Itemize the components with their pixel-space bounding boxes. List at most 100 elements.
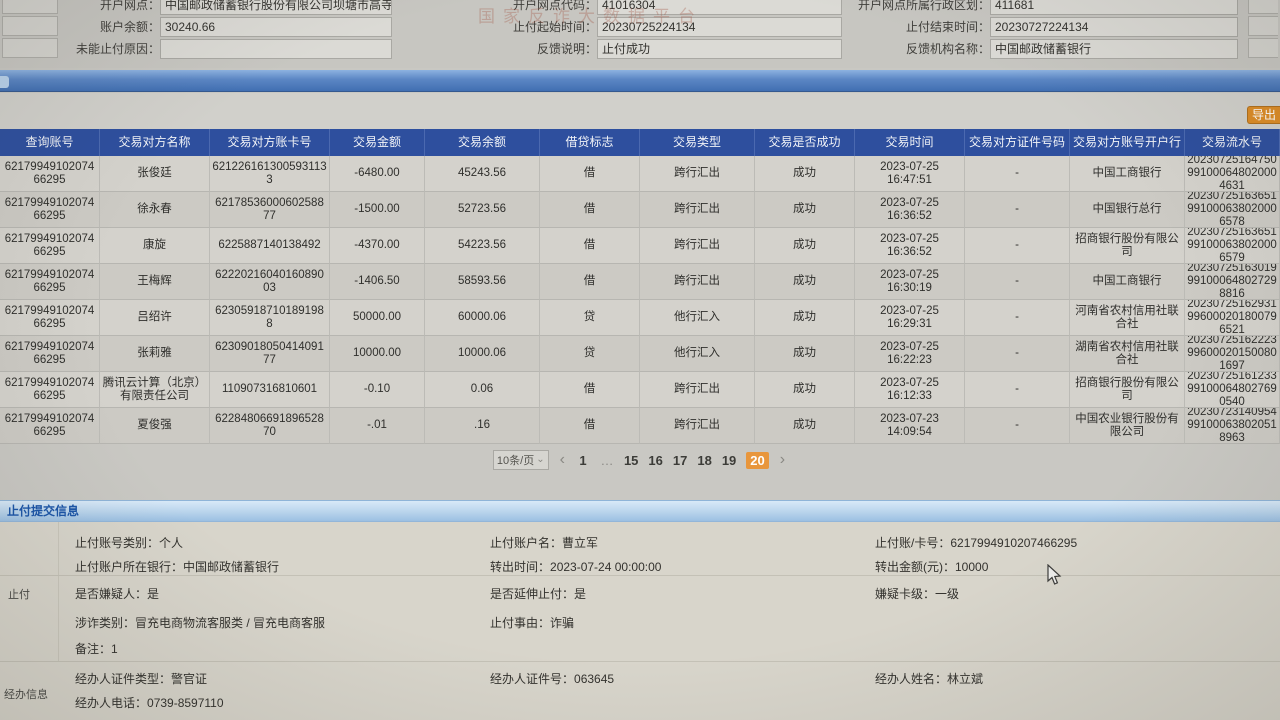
page-button[interactable]: 1 bbox=[579, 452, 587, 468]
table-cell: - bbox=[965, 408, 1070, 444]
table-cell: 跨行汇出 bbox=[640, 264, 755, 300]
pagination-ellipsis: … bbox=[600, 452, 614, 468]
table-cell: 54223.56 bbox=[425, 228, 540, 264]
table-row: 6217994910207466295 徐永春 621785360006025887… bbox=[0, 192, 1280, 228]
page-size-select[interactable]: 10条/页 ⌄ bbox=[492, 450, 549, 470]
table-cell: 他行汇入 bbox=[640, 300, 755, 336]
page-button[interactable]: 17 bbox=[672, 452, 688, 468]
officer-phone-field: 经办人电话：0739-8597110 bbox=[75, 696, 224, 710]
branch-region-field[interactable]: 411681 bbox=[990, 0, 1238, 15]
table-cell: 6217994910207466295 bbox=[0, 372, 100, 408]
table-cell: - bbox=[965, 264, 1070, 300]
open-branch-field[interactable]: 中国邮政储蓄银行股份有限公司坝塘市高寺... bbox=[160, 0, 392, 15]
table-cell: - bbox=[965, 156, 1070, 192]
table-cell: 湖南省农村信用社联合社 bbox=[1070, 336, 1185, 372]
table-row: 6217994910207466295 张俊廷 621226161300593113… bbox=[0, 156, 1280, 192]
table-header-cell: 查询账号 bbox=[0, 129, 100, 156]
table-cell: 成功 bbox=[755, 264, 855, 300]
table-cell: 他行汇入 bbox=[640, 336, 755, 372]
transfer-amount-field: 转出金额(元)：10000 bbox=[875, 560, 989, 574]
stop-start-time-field[interactable]: 20230725224134 bbox=[597, 16, 842, 37]
branch-region-label: 开户网点所属行政区划： bbox=[857, 0, 990, 12]
stop-reason-field: 止付事由：诈骗 bbox=[490, 616, 575, 630]
table-header-cell: 交易对方名称 bbox=[100, 129, 210, 156]
table-header-cell: 交易对方证件号码 bbox=[965, 129, 1070, 156]
table-cell: 6217994910207466295 bbox=[0, 336, 100, 372]
table-cell: 20230725162931996000201800796521 bbox=[1185, 300, 1280, 336]
group-label-officer: 经办信息 bbox=[4, 689, 48, 701]
table-cell: 夏俊强 bbox=[100, 408, 210, 444]
table-cell: 60000.06 bbox=[425, 300, 540, 336]
table-cell: -.01 bbox=[330, 408, 425, 444]
page-button[interactable]: 18 bbox=[697, 452, 712, 468]
table-row: 6217994910207466295 康旋 6225887140138492 -43… bbox=[0, 228, 1280, 264]
branch-code-field[interactable]: 41016304 bbox=[597, 0, 842, 15]
page-button[interactable]: 19 bbox=[721, 452, 737, 468]
feedback-note-field[interactable]: 止付成功 bbox=[597, 38, 842, 59]
acct-name-field: 止付账户名：曹立军 bbox=[490, 536, 599, 550]
table-cell: 2023-07-25 16:36:52 bbox=[855, 228, 965, 264]
table-cell: 20230723140954991000638020518963 bbox=[1185, 408, 1280, 444]
account-balance-field[interactable]: 30240.66 bbox=[160, 16, 392, 37]
table-cell: - bbox=[965, 336, 1070, 372]
feedback-org-field[interactable]: 中国邮政储蓄银行 bbox=[990, 38, 1238, 59]
table-cell: 借 bbox=[540, 192, 640, 228]
table-cell: 2023-07-25 16:22:23 bbox=[855, 336, 965, 372]
table-cell: 成功 bbox=[755, 228, 855, 264]
table-cell: 跨行汇出 bbox=[640, 192, 755, 228]
table-cell: 6228480669189652870 bbox=[210, 408, 330, 444]
remark-field: 备注：1 bbox=[75, 642, 118, 656]
is-suspect-field: 是否嫌疑人：是 bbox=[75, 587, 160, 601]
table-cell: -1406.50 bbox=[330, 264, 425, 300]
table-cell: - bbox=[965, 300, 1070, 336]
table-cell: 王梅辉 bbox=[100, 264, 210, 300]
stop-start-time-label: 止付起始时间： bbox=[512, 20, 597, 34]
bank-field: 止付账户所在银行：中国邮政储蓄银行 bbox=[75, 560, 280, 574]
table-cell: 20230725162223996000201500801697 bbox=[1185, 336, 1280, 372]
table-cell: 招商银行股份有限公司 bbox=[1070, 372, 1185, 408]
table-cell: 10000.06 bbox=[425, 336, 540, 372]
table-cell: 20230725161233991000648027690540 bbox=[1185, 372, 1280, 408]
fail-reason-label: 未能止付原因： bbox=[75, 42, 160, 56]
is-extended-field: 是否延伸止付：是 bbox=[490, 587, 587, 601]
next-page-button[interactable]: › bbox=[779, 451, 786, 468]
chevron-down-icon: ⌄ bbox=[536, 454, 545, 465]
table-cell: 6217994910207466295 bbox=[0, 228, 100, 264]
stop-info-header: 止付提交信息 bbox=[0, 500, 1280, 522]
table-cell: 6212261613005931133 bbox=[210, 156, 330, 192]
table-cell: 10000.00 bbox=[330, 336, 425, 372]
prev-page-button[interactable]: ‹ bbox=[559, 451, 565, 468]
table-cell: 成功 bbox=[755, 372, 855, 408]
feedback-note-label: 反馈说明： bbox=[536, 42, 597, 56]
table-header-cell: 交易流水号 bbox=[1185, 129, 1280, 156]
table-cell: 中国工商银行 bbox=[1070, 156, 1185, 192]
table-header-cell: 交易是否成功 bbox=[755, 129, 855, 156]
table-cell: 跨行汇出 bbox=[640, 408, 755, 444]
table-cell: 45243.56 bbox=[425, 156, 540, 192]
table-cell: 吕绍许 bbox=[100, 300, 210, 336]
page-button[interactable]: 15 bbox=[623, 452, 639, 468]
fail-reason-field[interactable] bbox=[160, 38, 392, 59]
table-cell: 成功 bbox=[755, 300, 855, 336]
table-cell: 2023-07-25 16:12:33 bbox=[855, 372, 965, 408]
table-cell: -6480.00 bbox=[330, 156, 425, 192]
export-button[interactable]: 导出 bbox=[1247, 106, 1280, 124]
table-cell: 52723.56 bbox=[425, 192, 540, 228]
table-cell: - bbox=[965, 228, 1070, 264]
stop-end-time-field[interactable]: 20230727224134 bbox=[990, 16, 1238, 37]
table-cell: 张莉雅 bbox=[100, 336, 210, 372]
table-cell: 成功 bbox=[755, 408, 855, 444]
stop-end-time-label: 止付结束时间： bbox=[905, 20, 990, 34]
left-edge-box bbox=[2, 38, 58, 58]
page-button[interactable]: 20 bbox=[746, 451, 769, 469]
page-button[interactable]: 16 bbox=[648, 452, 663, 468]
transfer-time-field: 转出时间：2023-07-24 00:00:00 bbox=[490, 560, 662, 574]
transactions-table-body: 6217994910207466295 张俊廷 621226161300593113… bbox=[0, 156, 1280, 444]
table-cell: - bbox=[965, 192, 1070, 228]
table-cell: 20230725163651991000638020006578 bbox=[1185, 192, 1280, 228]
table-cell: 2023-07-25 16:30:19 bbox=[855, 264, 965, 300]
card-level-field: 嫌疑卡级：一级 bbox=[875, 587, 960, 601]
table-cell: 招商银行股份有限公司 bbox=[1070, 228, 1185, 264]
card-no-field: 止付账/卡号：6217994910207466295 bbox=[875, 536, 1078, 550]
